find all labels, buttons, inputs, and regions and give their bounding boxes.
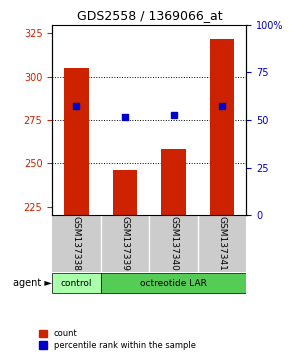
Title: GDS2558 / 1369066_at: GDS2558 / 1369066_at [77,9,222,22]
Text: octreotide LAR: octreotide LAR [140,279,207,287]
Point [220,103,224,109]
FancyBboxPatch shape [52,273,101,293]
Point [74,103,79,109]
Bar [64,68,89,215]
Bar [210,39,234,215]
Point [171,112,176,118]
Text: GSM137340: GSM137340 [169,216,178,271]
Text: GSM137339: GSM137339 [121,216,130,271]
Text: agent ►: agent ► [13,278,52,288]
Bar [162,149,186,215]
Legend: count, percentile rank within the sample: count, percentile rank within the sample [39,329,196,350]
Text: GSM137341: GSM137341 [218,216,227,271]
Text: GSM137338: GSM137338 [72,216,81,271]
Bar [113,170,137,215]
FancyBboxPatch shape [101,273,246,293]
Point [123,114,127,119]
Text: control: control [61,279,92,287]
